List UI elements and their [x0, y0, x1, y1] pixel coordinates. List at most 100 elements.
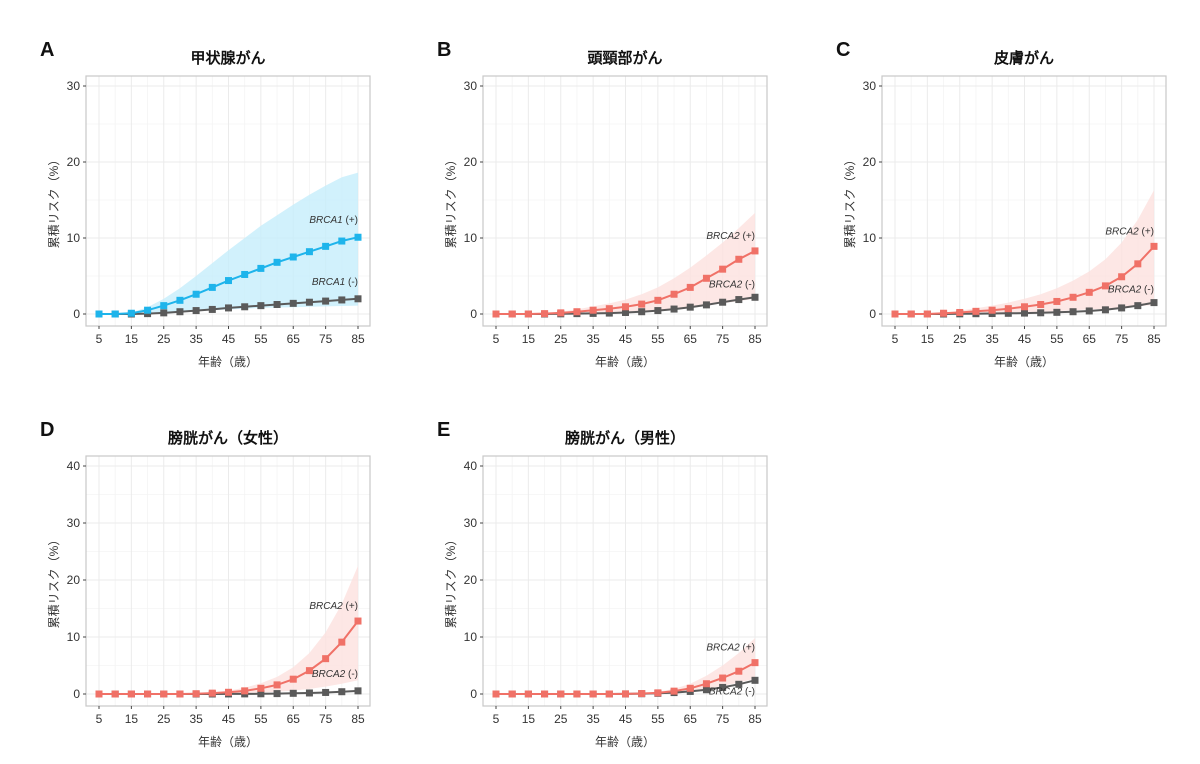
- data-point: [273, 258, 281, 266]
- data-point: [192, 290, 200, 298]
- x-tick-label: 45: [619, 712, 633, 726]
- data-point: [338, 688, 346, 696]
- x-tick-label: 55: [651, 332, 665, 346]
- data-point: [273, 690, 281, 698]
- carrier-status: (+): [740, 643, 755, 654]
- data-point: [192, 307, 200, 315]
- data-point: [1037, 309, 1045, 317]
- data-point: [1150, 242, 1158, 250]
- data-point: [1118, 304, 1126, 312]
- data-point: [208, 305, 216, 313]
- data-point: [654, 296, 662, 304]
- panel-letter: B: [437, 39, 451, 61]
- data-point: [638, 308, 646, 316]
- data-point: [257, 264, 265, 272]
- gene-name: BRCA2: [1108, 285, 1142, 296]
- confidence-band: [99, 172, 358, 314]
- panel-b: B 頭頸部がん 0 10 20 30 5 15 25 35 45 55 65 75 85 年齢（歳） 累積リスク…: [437, 39, 768, 369]
- carrier-status: (-): [345, 277, 358, 288]
- y-tick-label: 20: [863, 155, 877, 169]
- panel-title: 頭頸部がん: [587, 49, 662, 67]
- data-point: [305, 689, 313, 697]
- y-axis-title: 累積リスク（%）: [443, 534, 458, 629]
- x-tick-label: 65: [684, 712, 698, 726]
- data-point: [208, 283, 216, 291]
- gridlines: [483, 456, 767, 706]
- data-point: [702, 686, 710, 694]
- data-point: [305, 667, 313, 675]
- x-tick-label: 65: [1083, 332, 1097, 346]
- x-axis-title: 年齢（歳）: [198, 354, 258, 369]
- carrier-status: (-): [1141, 285, 1154, 296]
- y-tick-label: 40: [464, 459, 478, 473]
- x-tick-label: 75: [1115, 332, 1129, 346]
- x-tick-label: 85: [748, 712, 762, 726]
- gene-name: BRCA2: [709, 279, 743, 290]
- data-point: [988, 306, 996, 314]
- data-point: [1101, 282, 1109, 290]
- data-point: [923, 310, 931, 318]
- data-point: [257, 302, 265, 310]
- data-point: [111, 690, 119, 698]
- data-point: [208, 689, 216, 697]
- x-tick-label: 15: [522, 332, 536, 346]
- data-point: [176, 296, 184, 304]
- x-tick-label: 45: [1018, 332, 1032, 346]
- y-tick-label: 20: [464, 573, 478, 587]
- x-tick-label: 15: [921, 332, 935, 346]
- carrier-status: (+): [343, 601, 358, 612]
- data-point: [1053, 308, 1061, 316]
- series-positive: [95, 233, 362, 318]
- x-tick-label: 55: [254, 712, 268, 726]
- data-point: [508, 310, 516, 318]
- x-tick-label: 5: [493, 332, 500, 346]
- x-tick-label: 15: [522, 712, 536, 726]
- x-tick-label: 45: [222, 712, 236, 726]
- data-point: [492, 690, 500, 698]
- x-tick-label: 5: [96, 712, 103, 726]
- carrier-status: (-): [742, 279, 755, 290]
- series-positive: [492, 659, 759, 698]
- data-point: [241, 687, 249, 695]
- x-tick-label: 55: [1050, 332, 1064, 346]
- carrier-status: (+): [740, 231, 755, 242]
- data-point: [891, 310, 899, 318]
- x-tick-label: 65: [684, 332, 698, 346]
- data-point: [1101, 306, 1109, 314]
- data-point: [160, 302, 168, 310]
- carrier-status: (-): [742, 686, 755, 697]
- data-point: [654, 307, 662, 315]
- y-tick-label: 40: [67, 459, 81, 473]
- x-tick-label: 85: [351, 332, 365, 346]
- data-point: [492, 310, 500, 318]
- series-label: BRCA2 (-): [1108, 285, 1154, 296]
- data-point: [1150, 299, 1158, 307]
- y-axis-title: 累積リスク（%）: [46, 534, 61, 629]
- x-tick-label: 75: [319, 332, 333, 346]
- data-point: [541, 310, 549, 318]
- data-point: [127, 309, 135, 317]
- data-point: [354, 295, 362, 303]
- x-tick-label: 35: [189, 712, 203, 726]
- y-tick-label: 0: [470, 687, 477, 701]
- data-point: [305, 298, 313, 306]
- series-positive: [492, 247, 759, 318]
- data-point: [1118, 273, 1126, 281]
- data-point: [686, 684, 694, 692]
- y-tick-label: 10: [464, 231, 478, 245]
- data-point: [751, 659, 759, 667]
- data-point: [322, 242, 330, 250]
- data-point: [338, 638, 346, 646]
- data-point: [702, 680, 710, 688]
- data-point: [670, 305, 678, 313]
- gene-name: BRCA2: [709, 686, 743, 697]
- data-point: [257, 690, 265, 698]
- x-tick-label: 5: [892, 332, 899, 346]
- carrier-status: (+): [343, 215, 358, 226]
- y-tick-label: 0: [869, 307, 876, 321]
- series-label: BRCA1 (-): [312, 277, 358, 288]
- x-tick-label: 35: [586, 712, 600, 726]
- data-point: [670, 290, 678, 298]
- data-point: [111, 310, 119, 318]
